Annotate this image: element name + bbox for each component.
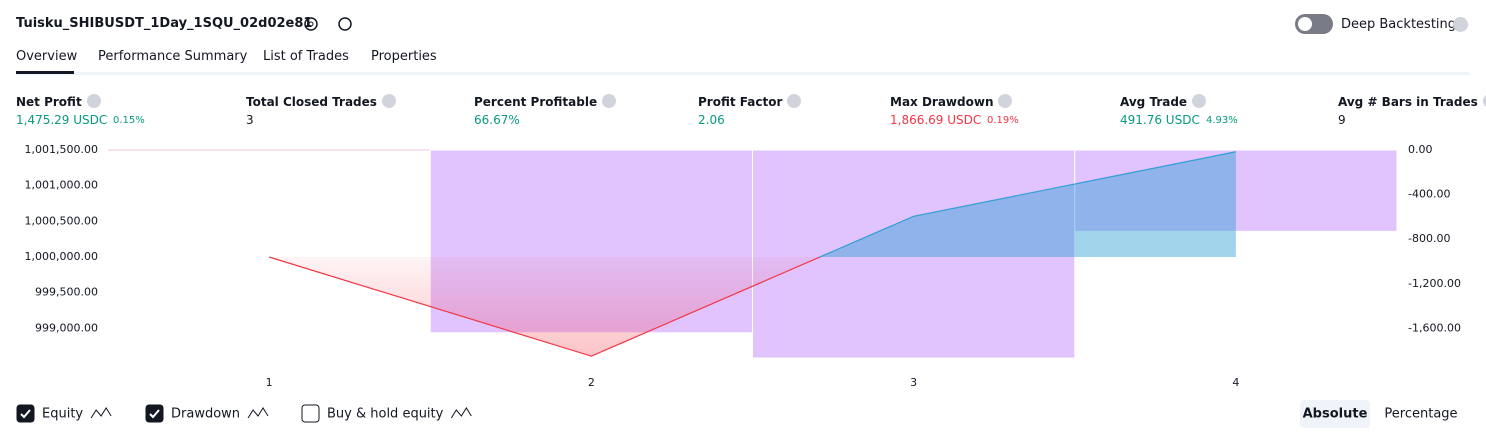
x-tick-label: 2 [588, 376, 595, 389]
toggle[interactable] [1295, 14, 1333, 34]
metric-label: Net Profit [16, 94, 101, 109]
metric-label: Profit Factor [698, 94, 802, 109]
checkmark [20, 409, 31, 419]
checkbox[interactable] [301, 404, 320, 423]
tab-underline [16, 71, 74, 74]
y-tick-label: 1,001,500.00 [25, 143, 98, 156]
legend-icon [247, 407, 269, 419]
metric-label: Percent Profitable [474, 94, 617, 109]
y2-tick-label: -800.00 [1408, 232, 1450, 245]
x-tick-label: 1 [266, 376, 273, 389]
legend-label: Buy & hold equity [327, 407, 444, 422]
refresh-icon[interactable] [338, 17, 352, 31]
metric-label: Max Drawdown [890, 94, 1013, 109]
mode-button[interactable]: Percentage [1384, 407, 1457, 422]
checkbox[interactable] [145, 404, 164, 423]
equity-fill [269, 151, 1236, 357]
metric-value: 66.67% [474, 113, 520, 127]
y-tick-label: 999,000.00 [35, 321, 98, 334]
legend-label: Drawdown [171, 407, 240, 422]
metric-value: 1,475.29 USDC [16, 113, 108, 127]
mode-button-bg[interactable] [1300, 400, 1370, 428]
metric-value: 1,866.69 USDC [890, 113, 982, 127]
legend-icon [90, 407, 112, 419]
help-icon[interactable] [1453, 17, 1468, 32]
tabs-rule [16, 72, 1470, 75]
settings-icon[interactable] [304, 17, 318, 31]
info-icon[interactable] [1192, 94, 1207, 108]
metric-label: Avg # Bars in Trades [1338, 94, 1486, 109]
y-tick-label: 1,001,000.00 [25, 179, 98, 192]
y-tick-label: 999,500.00 [35, 286, 98, 299]
metric-label: Total Closed Trades [246, 94, 396, 109]
x-tick-label: 3 [910, 376, 917, 389]
equity-line [268, 151, 1236, 357]
info-icon[interactable] [1482, 94, 1486, 108]
legend-label: Equity [42, 407, 83, 422]
metric-extra: 0.15% [113, 115, 145, 126]
metric-value: 3 [246, 113, 254, 127]
info-icon[interactable] [602, 94, 617, 108]
y2-tick-label: 0.00 [1408, 143, 1433, 156]
metric-value: 2.06 [698, 113, 725, 127]
legend-icon [450, 407, 472, 419]
metric-extra: 4.93% [1206, 115, 1238, 126]
metric-extra: 0.19% [987, 115, 1019, 126]
metric-value: 491.76 USDC [1120, 113, 1200, 127]
mode-button[interactable]: Absolute [1303, 407, 1368, 422]
y2-tick-label: -1,200.00 [1408, 277, 1461, 290]
info-icon[interactable] [381, 94, 396, 108]
x-tick-label: 4 [1232, 376, 1239, 389]
tab[interactable]: Overview [16, 49, 78, 64]
tab[interactable]: List of Trades [263, 49, 349, 64]
tab[interactable]: Properties [371, 49, 437, 64]
metric-value: 9 [1338, 113, 1346, 127]
y-tick-label: 1,000,000.00 [25, 250, 98, 263]
info-icon[interactable] [787, 94, 802, 108]
tab[interactable]: Performance Summary [98, 49, 248, 64]
info-icon[interactable] [86, 94, 101, 108]
info-icon[interactable] [998, 94, 1013, 108]
y-tick-label: 1,000,500.00 [25, 214, 98, 227]
header-icons [304, 17, 352, 31]
checkmark [149, 409, 160, 419]
toggle-label: Deep Backtesting [1341, 17, 1457, 32]
y2-tick-label: -400.00 [1408, 188, 1450, 201]
checkbox[interactable] [16, 404, 35, 423]
metric-label: Avg Trade [1120, 94, 1207, 109]
y2-tick-label: -1,600.00 [1408, 321, 1461, 334]
strategy-title: Tuisku_SHIBUSDT_1Day_1SQU_02d02e81 [16, 16, 313, 31]
